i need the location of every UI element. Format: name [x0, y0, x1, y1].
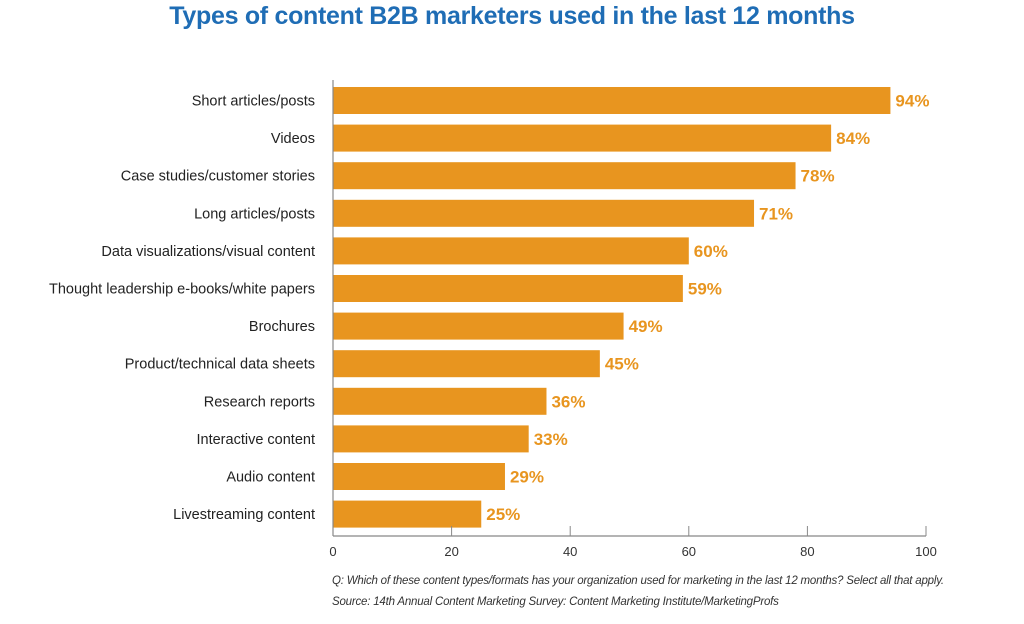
source-footnote: Source: 14th Annual Content Marketing Su… [332, 596, 779, 608]
bar [333, 500, 482, 528]
question-footnote: Q: Which of these content types/formats … [332, 575, 944, 587]
bar [333, 237, 689, 265]
chart-title: Types of content B2B marketers used in t… [169, 2, 855, 30]
data-label: 84% [836, 129, 870, 148]
data-label: 33% [534, 430, 568, 449]
bar [333, 87, 891, 114]
bar [333, 425, 529, 453]
data-label: 94% [895, 92, 929, 111]
category-label: Product/technical data sheets [125, 357, 315, 373]
category-label: Videos [271, 131, 315, 147]
category-label: Thought leadership e-books/white papers [49, 282, 315, 298]
bar [333, 162, 796, 190]
data-label: 29% [510, 468, 544, 487]
bar [333, 463, 505, 490]
data-label: 78% [801, 167, 835, 186]
x-tick-label: 40 [563, 544, 577, 559]
data-label: 49% [629, 317, 663, 336]
category-label: Research reports [204, 394, 315, 410]
bar [333, 275, 683, 302]
data-label: 60% [694, 242, 728, 261]
bar [333, 387, 547, 415]
bar [333, 350, 600, 378]
x-tick-label: 20 [444, 544, 458, 559]
category-label: Brochures [249, 319, 315, 335]
category-label: Case studies/customer stories [121, 169, 315, 185]
x-tick-label: 0 [329, 544, 336, 559]
data-label: 36% [551, 392, 585, 411]
category-label: Short articles/posts [192, 94, 315, 110]
bar [333, 124, 832, 152]
data-label: 45% [605, 355, 639, 374]
category-label: Audio content [226, 470, 315, 486]
data-label: 71% [759, 204, 793, 223]
data-label: 25% [486, 505, 520, 524]
data-label: 59% [688, 280, 722, 299]
bar [333, 312, 624, 340]
bar [333, 199, 755, 227]
category-label: Long articles/posts [194, 206, 315, 222]
category-label: Interactive content [197, 432, 316, 448]
x-tick-label: 80 [800, 544, 814, 559]
category-label: Data visualizations/visual content [101, 244, 315, 260]
category-label: Livestreaming content [173, 507, 315, 523]
x-tick-label: 60 [682, 544, 696, 559]
x-tick-label: 100 [915, 544, 937, 559]
